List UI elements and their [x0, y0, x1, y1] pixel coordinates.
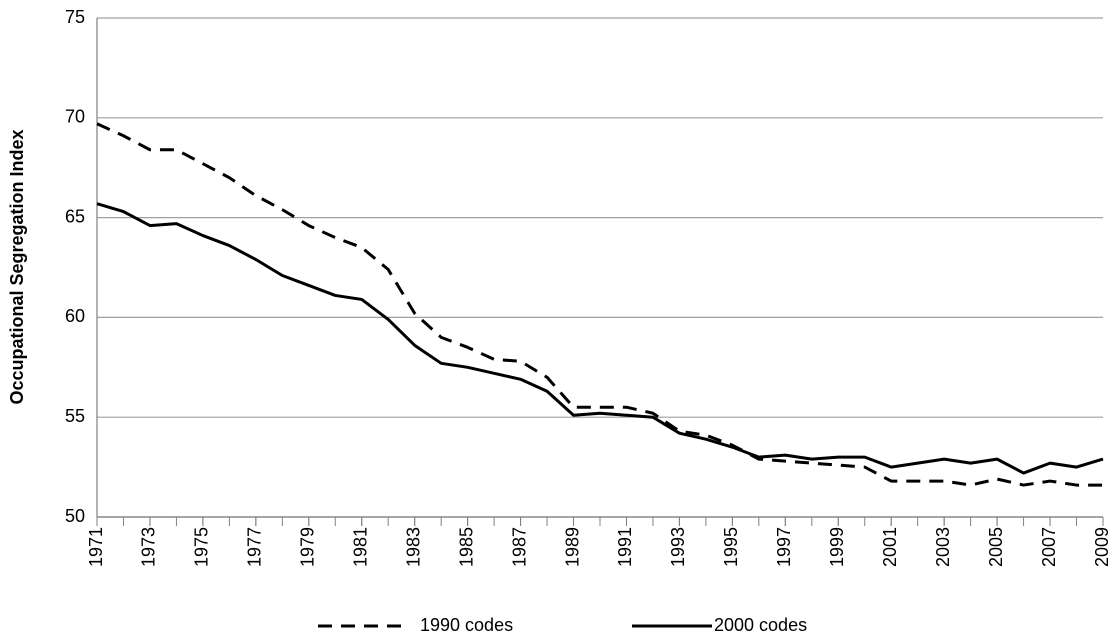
line-series: [96, 202, 1104, 475]
y-tick-label: 65: [65, 206, 85, 226]
x-tick-label: 2007: [1039, 527, 1059, 567]
x-tick-label: 1995: [721, 527, 741, 567]
line-series: [96, 122, 1103, 487]
x-tick-label: 1983: [403, 527, 423, 567]
x-tick-label: 1987: [509, 527, 529, 567]
x-tick-label: 1993: [668, 527, 688, 567]
x-tick-label: 1975: [192, 527, 212, 567]
x-tick-label: 1997: [774, 527, 794, 567]
y-axis-label: Occupational Segregation Index: [7, 129, 27, 404]
y-tick-label: 70: [65, 107, 85, 127]
legend-label: 1990 codes: [420, 615, 513, 635]
x-tick-label: 1973: [139, 527, 159, 567]
x-tick-label: 1999: [827, 527, 847, 567]
x-tick-label: 2003: [933, 527, 953, 567]
x-tick-label: 1981: [350, 527, 370, 567]
y-tick-label: 55: [65, 406, 85, 426]
x-tick-label: 1991: [615, 527, 635, 567]
x-tick-label: 1985: [456, 527, 476, 567]
legend-label: 2000 codes: [714, 615, 807, 635]
x-tick-label: 1979: [298, 527, 318, 567]
x-tick-label: 2009: [1092, 527, 1112, 567]
x-tick-label: 2001: [880, 527, 900, 567]
y-tick-label: 60: [65, 306, 85, 326]
x-tick-label: 1989: [562, 527, 582, 567]
y-tick-label: 75: [65, 7, 85, 27]
y-tick-label: 50: [65, 506, 85, 526]
x-tick-label: 2005: [986, 527, 1006, 567]
x-tick-label: 1977: [245, 527, 265, 567]
x-tick-label: 1971: [86, 527, 106, 567]
